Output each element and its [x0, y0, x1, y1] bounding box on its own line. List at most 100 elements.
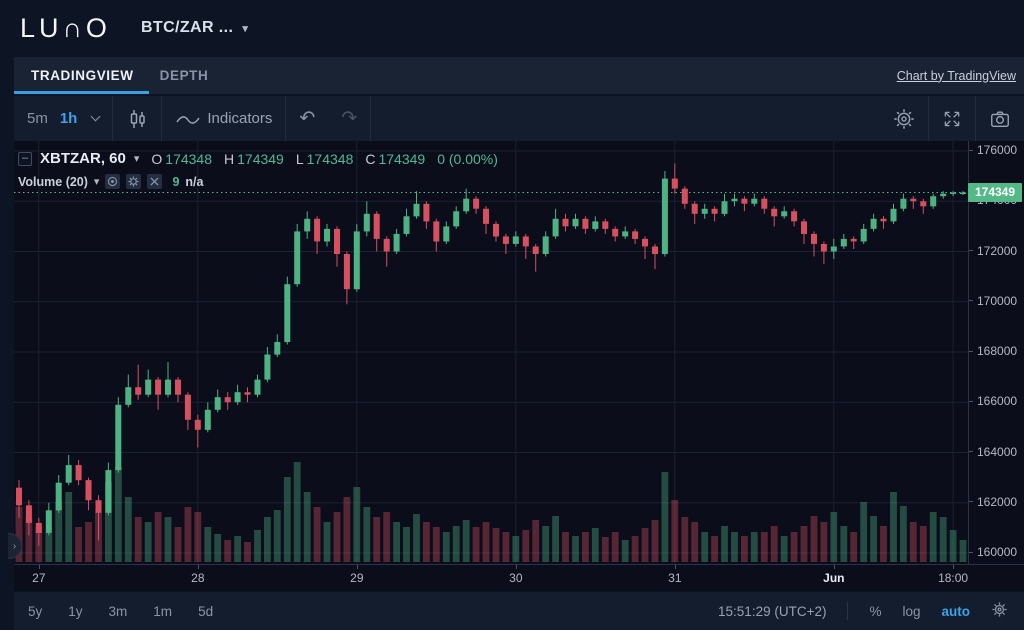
eye-icon	[108, 176, 118, 187]
price-tick-label: 160000	[969, 545, 1017, 559]
time-tick-mark	[674, 565, 676, 569]
price-tick-label: 170000	[969, 294, 1017, 308]
high-value: 174349	[237, 150, 284, 167]
time-tick-mark	[515, 565, 517, 569]
axis-settings-button[interactable]	[991, 601, 1008, 621]
time-axis[interactable]: 27 28 29 30 31 Jun 18:00	[14, 564, 1024, 591]
chevron-down-icon[interactable]: ▾	[133, 153, 140, 165]
open-value: 174348	[165, 150, 212, 167]
symbol-label[interactable]: XBTZAR, 60	[40, 150, 126, 167]
price-tick-label: 176000	[969, 143, 1017, 157]
auto-scale-button[interactable]: auto	[941, 603, 971, 619]
time-tick-mark	[953, 565, 955, 569]
time-axis-label: 18:00	[938, 571, 969, 585]
clock-label[interactable]: 15:51:29 (UTC+2)	[718, 603, 827, 619]
chevron-down-icon: ▾	[242, 22, 249, 35]
open-label: O	[151, 150, 163, 167]
redo-button[interactable]: ↷	[328, 96, 370, 141]
volume-indicator-label[interactable]: Volume (20)	[18, 174, 88, 189]
chart-bottom-bar: 5y 1y 3m 1m 5d 15:51:29 (UTC+2) % log au…	[14, 592, 1024, 630]
tab-tradingview[interactable]: TRADINGVIEW	[14, 57, 149, 94]
high-label: H	[224, 150, 235, 167]
toolbar-separator	[928, 96, 929, 141]
volume-settings-button[interactable]	[126, 174, 142, 189]
chart-canvas[interactable]	[14, 141, 968, 564]
tab-depth[interactable]: DEPTH	[159, 68, 209, 83]
app-header: LU∩O BTC/ZAR ... ▾	[0, 0, 1024, 56]
price-tick-label: 162000	[969, 495, 1017, 509]
interval-dropdown-button[interactable]	[90, 96, 112, 141]
undo-button[interactable]: ↶	[286, 96, 328, 141]
price-tick-label: 164000	[969, 445, 1017, 459]
percent-scale-button[interactable]: %	[869, 603, 882, 619]
indicators-button[interactable]: Indicators	[162, 96, 285, 141]
interval-1h-button[interactable]: 1h	[59, 110, 78, 127]
gear-icon	[992, 602, 1007, 617]
chart-tab-bar: TRADINGVIEW DEPTH Chart by TradingView	[14, 57, 1024, 94]
chart-toolbar: 5m 1h Indicators ↶ ↷	[14, 96, 1024, 141]
ohlc-readout: O 174348 H 174349 L 174348 C 174349 0 (0…	[151, 151, 498, 167]
interval-5m-button[interactable]: 5m	[27, 110, 48, 127]
toolbar-separator	[285, 96, 287, 141]
price-tick-label: 172000	[969, 244, 1017, 258]
close-label: C	[365, 150, 376, 167]
close-icon	[150, 177, 159, 186]
volume-na: n/a	[185, 174, 204, 189]
time-axis-label: 27	[32, 571, 46, 585]
redo-icon: ↷	[341, 108, 358, 129]
toolbar-separator	[975, 96, 976, 141]
legend-collapse-icon[interactable]: –	[18, 151, 32, 166]
log-scale-button[interactable]: log	[902, 603, 921, 619]
pair-selector[interactable]: BTC/ZAR ... ▾	[141, 19, 248, 37]
time-tick-mark	[356, 565, 358, 569]
time-axis-label: Jun	[823, 571, 845, 585]
low-label: L	[295, 150, 304, 167]
range-5y-button[interactable]: 5y	[28, 603, 43, 619]
volume-legend: Volume (20) ▾	[18, 174, 203, 189]
chevron-down-icon	[90, 111, 101, 122]
chart-style-button[interactable]	[113, 96, 161, 141]
range-5d-button[interactable]: 5d	[198, 603, 214, 619]
indicators-label: Indicators	[207, 110, 273, 127]
chart-settings-button[interactable]	[880, 96, 928, 141]
chart-legend: – XBTZAR, 60 ▾ O 174348 H 174349 L 17434…	[18, 150, 498, 167]
price-axis[interactable]: 1760001740001720001700001680001660001640…	[968, 141, 1024, 564]
time-tick-mark	[197, 565, 199, 569]
gear-icon	[128, 176, 139, 187]
chevron-down-icon[interactable]: ▾	[93, 176, 100, 188]
range-1m-button[interactable]: 1m	[153, 603, 173, 619]
bottom-bar-right-group: 15:51:29 (UTC+2) % log auto	[718, 601, 1008, 621]
fullscreen-button[interactable]	[929, 96, 975, 141]
time-axis-label: 29	[350, 571, 364, 585]
time-tick-mark	[38, 565, 40, 569]
pair-selector-label: BTC/ZAR ...	[140, 19, 234, 36]
low-value: 174348	[306, 150, 354, 167]
candlestick-chart[interactable]: – XBTZAR, 60 ▾ O 174348 H 174349 L 17434…	[8, 141, 1024, 564]
range-3m-button[interactable]: 3m	[108, 603, 128, 619]
change-value: 0 (0.00%)	[437, 150, 498, 167]
close-value: 174349	[378, 150, 426, 167]
time-axis-label: 30	[509, 571, 523, 585]
indicator-wave-icon	[176, 115, 200, 124]
last-price-badge: 174349	[968, 182, 1022, 202]
toolbar-right-group	[880, 96, 1024, 141]
volume-remove-button[interactable]	[147, 174, 163, 189]
camera-icon	[991, 110, 1009, 127]
bottom-bar-separator	[847, 602, 849, 620]
gear-icon	[894, 108, 914, 129]
toolbar-separator	[112, 96, 114, 141]
toolbar-separator	[161, 96, 163, 141]
candlestick-icon	[131, 109, 146, 128]
tradingview-attribution-link[interactable]: Chart by TradingView	[896, 68, 1016, 83]
time-tick-mark	[833, 565, 835, 569]
undo-icon: ↶	[299, 108, 316, 129]
time-axis-label: 31	[668, 571, 682, 585]
luno-logo: LU∩O	[20, 12, 111, 43]
screenshot-button[interactable]	[976, 96, 1024, 141]
range-1y-button[interactable]: 1y	[68, 603, 83, 619]
volume-visibility-button[interactable]	[105, 174, 121, 189]
toolbar-separator	[370, 96, 372, 141]
price-tick-label: 166000	[969, 394, 1017, 408]
time-axis-label: 28	[191, 571, 205, 585]
